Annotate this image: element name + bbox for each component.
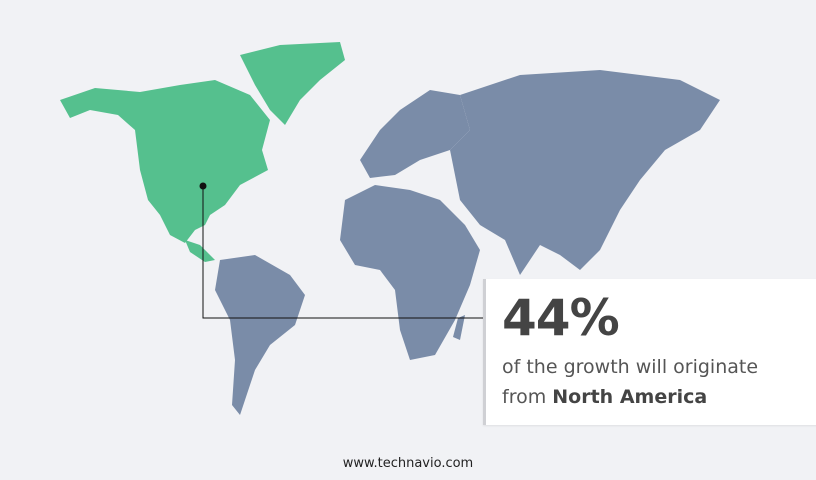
europe — [360, 90, 470, 178]
callout-text: of the growth will originate — [502, 356, 759, 378]
south-america — [215, 255, 305, 415]
callout-region: North America — [552, 386, 708, 408]
madagascar — [453, 315, 465, 340]
callout-region-line: from North America — [502, 386, 707, 408]
north-america-marker — [199, 182, 207, 190]
footer-url: www.technavio.com — [342, 456, 474, 471]
asia — [450, 70, 720, 275]
callout-prefix: from — [502, 386, 547, 408]
africa — [340, 185, 480, 360]
north-america — [60, 42, 345, 262]
callout-card: 44% of the growth will originate from No… — [483, 279, 816, 425]
connector-line — [202, 186, 483, 319]
growth-percentage: 44% — [502, 289, 620, 347]
